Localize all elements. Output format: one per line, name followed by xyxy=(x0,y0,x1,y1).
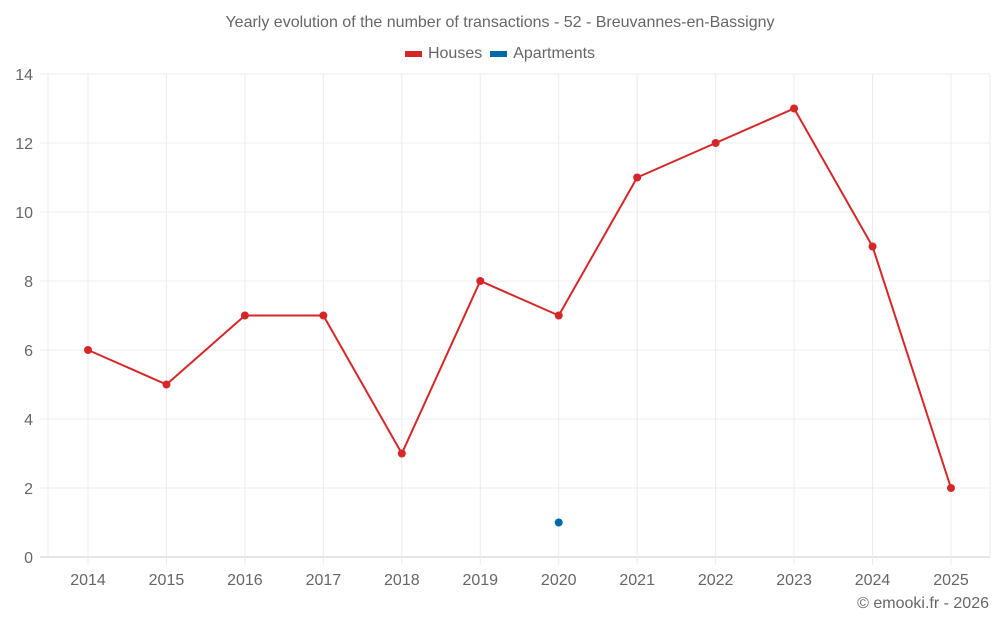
houses-data-point[interactable] xyxy=(397,449,406,458)
credit-text: © emooki.fr - 2026 xyxy=(857,595,989,612)
houses-line xyxy=(87,107,952,489)
chart-legend: Houses Apartments xyxy=(0,45,1000,63)
houses-data-point[interactable] xyxy=(868,242,877,251)
chart-title: Yearly evolution of the number of transa… xyxy=(225,14,775,31)
x-tick-label: 2019 xyxy=(462,572,498,589)
legend-label-houses: Houses xyxy=(427,45,483,62)
houses-data-point[interactable] xyxy=(554,311,563,320)
series-layer xyxy=(84,104,955,527)
apartments-data-point[interactable] xyxy=(554,518,563,527)
houses-data-point[interactable] xyxy=(162,380,171,389)
y-tick-label: 4 xyxy=(24,412,33,429)
x-tick-label: 2022 xyxy=(698,572,734,589)
houses-data-point[interactable] xyxy=(711,139,720,147)
x-tick-label: 2017 xyxy=(306,572,342,589)
x-tick-label: 2015 xyxy=(149,572,185,589)
y-tick-label: 0 xyxy=(24,550,33,567)
x-tick-label: 2023 xyxy=(776,572,812,589)
houses-data-point[interactable] xyxy=(790,104,799,113)
legend-item-apartments[interactable]: Apartments xyxy=(490,45,595,63)
x-tick-label: 2025 xyxy=(933,572,969,589)
houses-data-point[interactable] xyxy=(947,484,955,492)
x-tick-label: 2018 xyxy=(384,572,420,589)
houses-data-point[interactable] xyxy=(240,311,249,320)
houses-swatch-icon xyxy=(404,51,422,57)
x-tick-label: 2024 xyxy=(855,572,891,589)
houses-data-point[interactable] xyxy=(84,346,92,354)
x-tick-label: 2016 xyxy=(227,572,263,589)
y-tick-label: 8 xyxy=(24,274,33,291)
houses-data-point[interactable] xyxy=(319,311,328,320)
y-tick-label: 14 xyxy=(15,67,33,84)
y-tick-label: 6 xyxy=(24,343,33,360)
y-tick-label: 12 xyxy=(15,136,33,153)
legend-item-houses[interactable]: Houses xyxy=(404,45,483,63)
x-tick-label: 2021 xyxy=(619,572,655,589)
legend-label-apartments: Apartments xyxy=(513,45,596,62)
y-tick-label: 2 xyxy=(24,481,33,498)
grid-lines xyxy=(40,73,991,565)
axes: 0 2 4 6 8 10 12 14 2014 2015 2016 2017 2018 2019 2020 2… xyxy=(15,67,969,589)
x-tick-label: 2020 xyxy=(541,572,577,589)
y-tick-label: 10 xyxy=(15,205,33,222)
x-tick-label: 2014 xyxy=(70,572,106,589)
apartments-swatch-icon xyxy=(490,51,508,57)
houses-data-point[interactable] xyxy=(476,277,485,285)
houses-data-point[interactable] xyxy=(633,173,642,182)
